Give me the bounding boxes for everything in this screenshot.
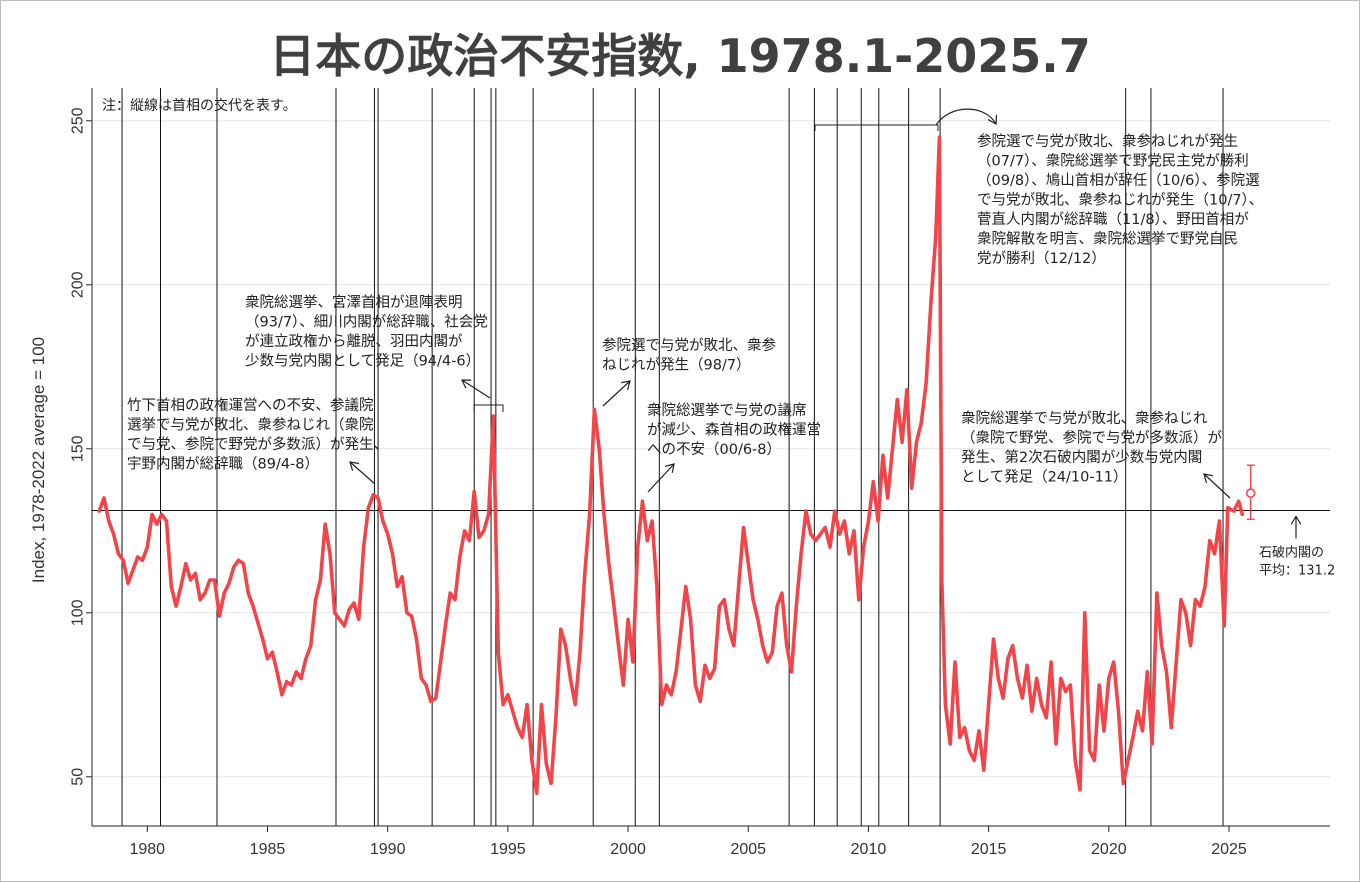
y-axis-label: Index, 1978-2022 average = 100 <box>29 337 48 583</box>
annotation-bracket-1994 <box>473 404 504 412</box>
series-line-index <box>97 135 1245 795</box>
annotation-text: 選挙で与党が敗北、衆参ねじれ（衆院 <box>127 417 374 434</box>
annotation-bracket-2007-2012 <box>814 124 939 131</box>
annotation-text: が連立政権から離脱、羽田内閣が <box>245 332 463 350</box>
annotation-text: で与党、参院で野党が多数派）が発生、 <box>127 436 388 453</box>
annotation-block: 衆院総選挙、宮澤首相が退陣表明 （93/7）、細川内閣が総辞職、社会党が連立政権か… <box>245 294 488 370</box>
annotation-text: 衆院総選挙で与党が敗北、衆参ねじれ <box>961 410 1208 427</box>
annotation-text: 党が勝利（12/12） <box>977 250 1106 267</box>
annotation-text: への不安（00/6-8） <box>647 441 781 458</box>
annotation-text: 衆院総選挙、宮澤首相が退陣表明 <box>245 294 463 311</box>
x-tick-label: 1995 <box>490 841 526 858</box>
annotation-block: 竹下首相の政権運営への不安、参議院選挙で与党が敗北、衆参ねじれ（衆院で与党、参院… <box>127 396 388 473</box>
chart-note: 注：縦線は首相の交代を表す。 <box>102 97 297 114</box>
annotation-arrow-2000 <box>647 464 674 493</box>
annotation-arrow-1994 <box>462 380 491 399</box>
forecast-point <box>1245 488 1256 498</box>
annotation-text: 少数与党内閣として発足（94/4-6） <box>245 353 480 370</box>
reference-label: 平均：131.2 <box>1259 563 1335 578</box>
y-tick-label: 200 <box>70 271 87 298</box>
x-tick-label: 2025 <box>1211 841 1247 858</box>
annotation-text: 菅直人内閣が総辞職（11/8）、野田首相が <box>977 211 1249 228</box>
annotation-text: （衆院で野党、参院で与党が多数派）が <box>961 430 1222 447</box>
y-tick-label: 150 <box>70 435 87 462</box>
x-tick-label: 2015 <box>971 841 1007 858</box>
x-tick-label: 1990 <box>370 841 406 858</box>
annotation-text: 竹下首相の政権運営への不安、参議院 <box>127 396 374 414</box>
y-tick-label: 50 <box>70 768 87 786</box>
x-tick-label: 1985 <box>250 841 286 858</box>
x-tick-label: 2020 <box>1091 841 1127 858</box>
annotation-text: として発足（24/10-11） <box>961 469 1128 486</box>
x-tick-label: 2010 <box>851 841 887 858</box>
annotation-text: 宇野内閣が総辞職（89/4-8） <box>127 456 319 473</box>
y-tick-label: 250 <box>70 107 87 134</box>
x-tick-label: 2000 <box>610 841 646 858</box>
x-tick-label: 1980 <box>129 841 165 858</box>
annotation-text: 参院選で与党が敗北、衆参ねじれが発生 <box>977 133 1238 150</box>
annotation-text: （09/8）、鳩山首相が辞任（10/6）、参院選 <box>977 172 1260 189</box>
annotation-text: （93/7）、細川内閣が総辞職、社会党 <box>245 314 488 331</box>
annotation-text: で与党が敗北、衆参ねじれが発生（10/7）、 <box>977 192 1263 209</box>
annotation-arrow-1989 <box>350 462 376 485</box>
annotation-text: 衆院総選挙で与党の議席 <box>647 401 807 419</box>
annotation-text: 衆院解散を明言、衆院総選挙で野党自民 <box>977 231 1238 248</box>
y-tick-label: 100 <box>70 599 87 626</box>
annotation-curved-arrow-2012 <box>935 108 996 126</box>
annotation-text: 参院選で与党が敗北、衆参 <box>602 337 776 354</box>
x-tick-label: 2005 <box>730 841 766 858</box>
annotation-block: 衆院総選挙で与党が敗北、衆参ねじれ （衆院で野党、参院で与党が多数派）が発生、第2… <box>961 410 1222 486</box>
reference-label: 石破内閣の <box>1259 544 1324 560</box>
annotation-text: ねじれが発生（98/7） <box>602 357 751 374</box>
annotation-block: 参院選で与党が敗北、衆参ねじれが発生（98/7） <box>602 337 776 374</box>
annotation-text: 発生、第2次石破内閣が少数与党内閣 <box>961 448 1202 466</box>
annotation-block: 参院選で与党が敗北、衆参ねじれが発生 （07/7）、衆院総選挙で野党民主党が勝利 （… <box>977 133 1263 267</box>
chart-title: 日本の政治不安指数, 1978.1-2025.7 <box>269 29 1091 83</box>
annotation-text: （07/7）、衆院総選挙で野党民主党が勝利 <box>977 153 1249 170</box>
annotation-arrow-2024 <box>1204 474 1231 499</box>
annotation-text: が減少、森首相の政権運営 <box>647 422 821 439</box>
annotation-arrow-1998 <box>602 381 630 407</box>
